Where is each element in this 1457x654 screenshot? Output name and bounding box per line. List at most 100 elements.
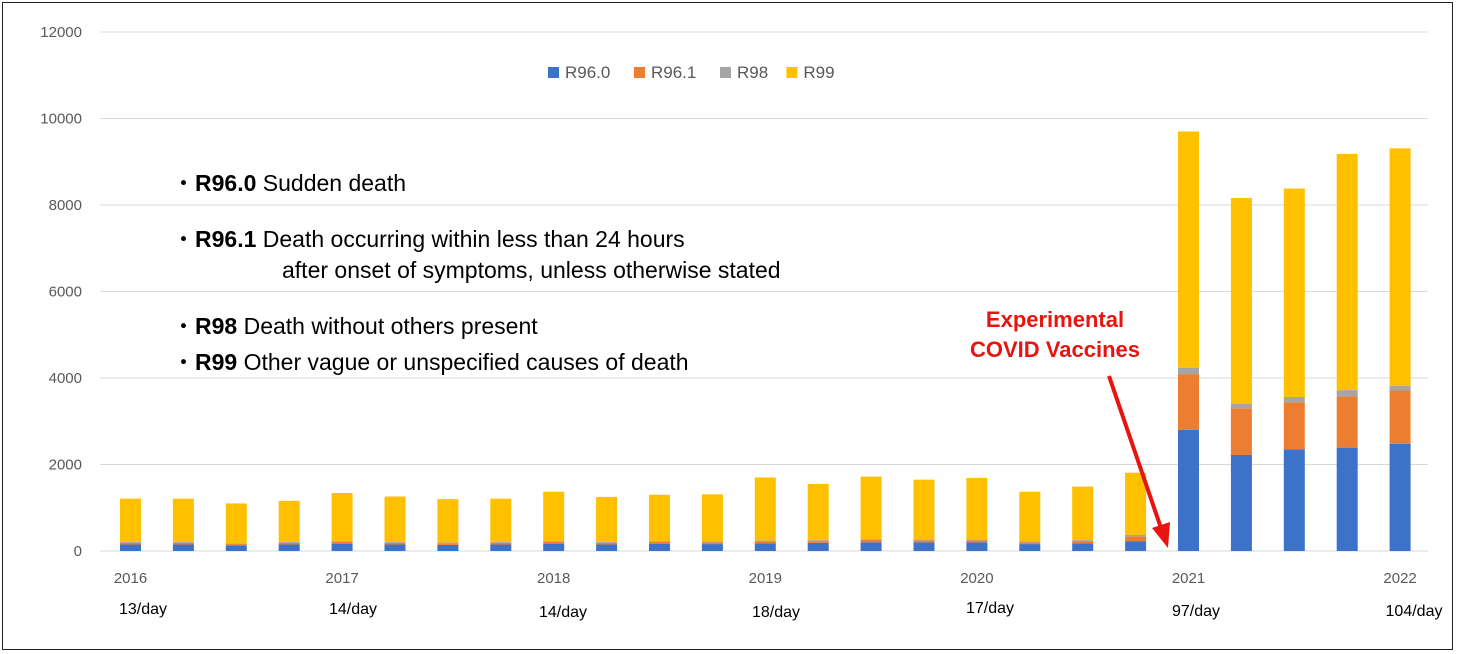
legend-swatch bbox=[720, 67, 731, 78]
x-tick-label: 2018 bbox=[537, 570, 570, 587]
bar-segment-r98 bbox=[1336, 390, 1358, 397]
bar-segment-r96-1 bbox=[331, 541, 353, 544]
definition-r96-1-continued: after onset of symptoms, unless otherwis… bbox=[282, 257, 781, 283]
annotation-arrow-head bbox=[1152, 522, 1170, 548]
per-day-label: 104/day bbox=[1386, 603, 1443, 620]
bullet: ・ bbox=[172, 349, 195, 375]
legend-label: R98 bbox=[737, 63, 768, 82]
bar-segment-r96-0 bbox=[1389, 443, 1411, 551]
y-tick-label: 12000 bbox=[40, 24, 82, 41]
bar-segment-r96-1 bbox=[490, 542, 512, 545]
bar-segment-r96-1 bbox=[701, 542, 723, 545]
bar-segment-r96-1 bbox=[1283, 402, 1305, 450]
bar-segment-r96-1 bbox=[543, 541, 565, 544]
bar-segment-r98 bbox=[754, 540, 776, 542]
bar-segment-r98 bbox=[1019, 541, 1041, 543]
bar-segment-r98 bbox=[331, 541, 353, 542]
bar-segment-r96-1 bbox=[596, 542, 618, 545]
legend-swatch bbox=[786, 67, 798, 78]
per-day-label: 14/day bbox=[329, 601, 377, 618]
bar-segment-r98 bbox=[490, 541, 512, 543]
bar-segment-r98 bbox=[437, 542, 459, 544]
definition-r99: ・R99 Other vague or unspecified causes o… bbox=[172, 343, 689, 377]
bar-segment-r96-0 bbox=[913, 542, 935, 551]
bar-segment-r96-1 bbox=[278, 542, 300, 545]
bar-segment-r99 bbox=[1178, 131, 1199, 368]
bar-segment-r96-1 bbox=[1019, 542, 1041, 545]
bar-segment-r99 bbox=[807, 483, 829, 541]
legend-swatch bbox=[634, 67, 645, 78]
bar-segment-r96-0 bbox=[1072, 543, 1094, 551]
bar-segment-r96-1 bbox=[172, 542, 194, 545]
bar-segment-r98 bbox=[278, 541, 300, 543]
bar-segment-r96-0 bbox=[490, 544, 512, 551]
bar-segment-r99 bbox=[490, 498, 512, 542]
bar-segment-r96-1 bbox=[1072, 541, 1094, 544]
bar-segment-r98 bbox=[1072, 540, 1094, 542]
bar-segment-r96-1 bbox=[225, 544, 247, 546]
legend-label: R99 bbox=[803, 63, 834, 82]
bar-segment-r96-0 bbox=[437, 544, 459, 551]
bar-segment-r99 bbox=[384, 496, 406, 542]
bar-segment-r96-0 bbox=[596, 544, 618, 551]
bar-segment-r98 bbox=[172, 541, 194, 543]
bar-segment-r98 bbox=[1389, 385, 1411, 391]
bar-segment-r99 bbox=[1283, 188, 1305, 398]
x-tick-label: 2016 bbox=[114, 570, 147, 587]
bar-segment-r96-1 bbox=[1178, 374, 1199, 430]
bar-segment-r99 bbox=[225, 503, 247, 544]
bar-segment-r96-0 bbox=[172, 544, 194, 551]
y-tick-label: 6000 bbox=[49, 284, 82, 301]
bar-segment-r99 bbox=[596, 496, 618, 542]
definition-text: Other vague or unspecified causes of dea… bbox=[237, 349, 689, 375]
bar-segment-r96-0 bbox=[1019, 544, 1041, 551]
per-day-label: 14/day bbox=[539, 604, 587, 621]
bar-segment-r99 bbox=[172, 498, 194, 542]
legend-label: R96.1 bbox=[651, 63, 696, 82]
y-tick-label: 4000 bbox=[49, 370, 82, 387]
bar-segment-r96-0 bbox=[701, 544, 723, 551]
bar-segment-r99 bbox=[701, 494, 723, 542]
bar-segment-r96-0 bbox=[278, 544, 300, 551]
vaccine-annotation: Experimental COVID Vaccines bbox=[960, 305, 1150, 365]
definition-code: R98 bbox=[195, 313, 238, 339]
bar-segment-r98 bbox=[966, 539, 988, 541]
bar-segment-r99 bbox=[1389, 148, 1411, 386]
bar-segment-r99 bbox=[913, 479, 935, 540]
bar-segment-r98 bbox=[860, 538, 882, 540]
bar-segment-r98 bbox=[1125, 534, 1147, 537]
bar-segment-r96-0 bbox=[331, 543, 353, 551]
bar-segment-r96-0 bbox=[860, 542, 882, 551]
legend-swatch bbox=[548, 67, 559, 78]
bar-segment-r96-0 bbox=[1230, 454, 1252, 551]
per-day-label: 17/day bbox=[966, 600, 1014, 617]
bar-segment-r96-1 bbox=[1336, 396, 1358, 448]
bullet: ・ bbox=[172, 170, 195, 196]
bar-segment-r98 bbox=[225, 543, 247, 545]
bar-segment-r96-1 bbox=[384, 542, 406, 545]
x-tick-label: 2017 bbox=[325, 570, 358, 587]
bar-segment-r99 bbox=[437, 499, 459, 543]
bar-segment-r99 bbox=[278, 500, 300, 542]
bar-segment-r99 bbox=[649, 494, 670, 542]
bar-segment-r96-1 bbox=[1230, 408, 1252, 455]
bar-segment-r96-0 bbox=[384, 544, 406, 551]
bar-segment-r96-0 bbox=[649, 543, 670, 551]
bar-segment-r96-1 bbox=[913, 540, 935, 543]
bar-segment-r99 bbox=[120, 498, 141, 542]
bar-segment-r99 bbox=[1336, 153, 1358, 391]
y-tick-label: 2000 bbox=[49, 457, 82, 474]
bar-segment-r96-1 bbox=[860, 539, 882, 543]
bar-segment-r96-0 bbox=[1336, 447, 1358, 551]
bar-segment-r99 bbox=[1072, 486, 1094, 541]
bar-segment-r99 bbox=[860, 476, 882, 539]
bullet: ・ bbox=[172, 226, 195, 252]
x-tick-label: 2019 bbox=[749, 570, 782, 587]
bar-segment-r99 bbox=[966, 477, 988, 540]
bar-segment-r96-0 bbox=[120, 544, 141, 551]
y-tick-label: 0 bbox=[74, 543, 82, 560]
bar-segment-r96-0 bbox=[1125, 541, 1147, 551]
bar-segment-r96-1 bbox=[120, 542, 141, 545]
bar-segment-r96-1 bbox=[649, 541, 670, 544]
